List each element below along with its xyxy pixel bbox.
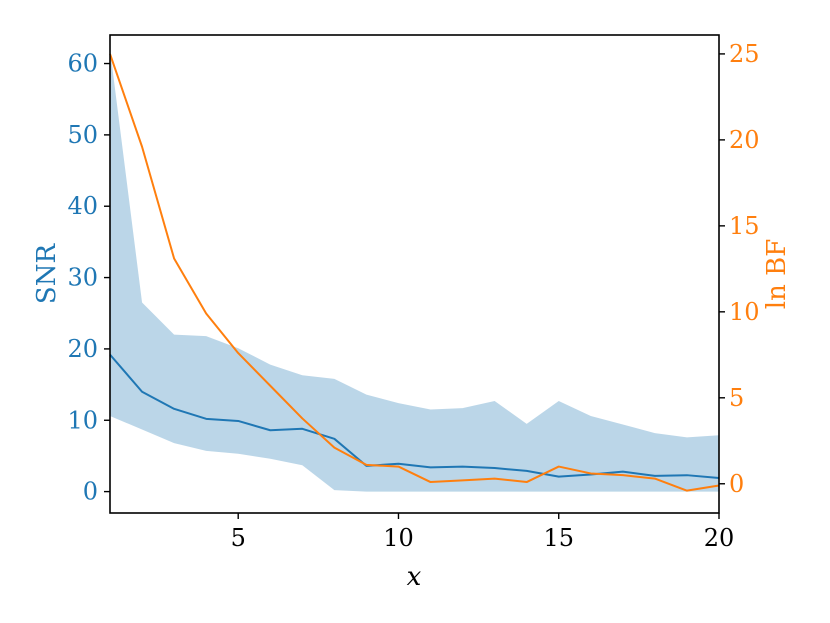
y-left-axis-label: SNR [32,243,62,305]
x-axis-ticks: 5 10 15 20 [231,513,735,552]
plot-frame [109,34,720,514]
y-right-tick-label: 5 [729,384,744,412]
snr-band-area [110,49,719,492]
y-right-tick-label: 0 [729,470,744,498]
y-right-tick-label: 15 [729,212,760,240]
x-tick-label: 15 [543,524,574,552]
x-tick-label: 20 [704,524,735,552]
y-right-tick-label: 25 [729,40,760,68]
x-tick-label: 5 [231,524,246,552]
y-right-axis-ticks: 0 5 10 15 20 25 [719,40,760,498]
y-left-tick-label: 50 [67,121,98,149]
y-left-tick-label: 30 [67,264,98,292]
y-left-tick-label: 60 [67,50,98,78]
x-axis-label: x [407,562,422,592]
y-right-tick-label: 20 [729,126,760,154]
y-right-axis-label: ln BF [762,239,792,309]
ln-bf-line [109,53,720,492]
y-left-tick-label: 0 [83,478,98,506]
y-right-tick-label: 10 [729,298,760,326]
y-left-tick-label: 20 [67,335,98,363]
y-left-tick-label: 40 [67,192,98,220]
y-left-tick-label: 10 [67,406,98,434]
y-left-axis-ticks: 0 10 20 30 40 50 60 [67,50,110,506]
snr-line [109,353,720,480]
plot-content [109,49,720,492]
x-tick-label: 10 [383,524,414,552]
